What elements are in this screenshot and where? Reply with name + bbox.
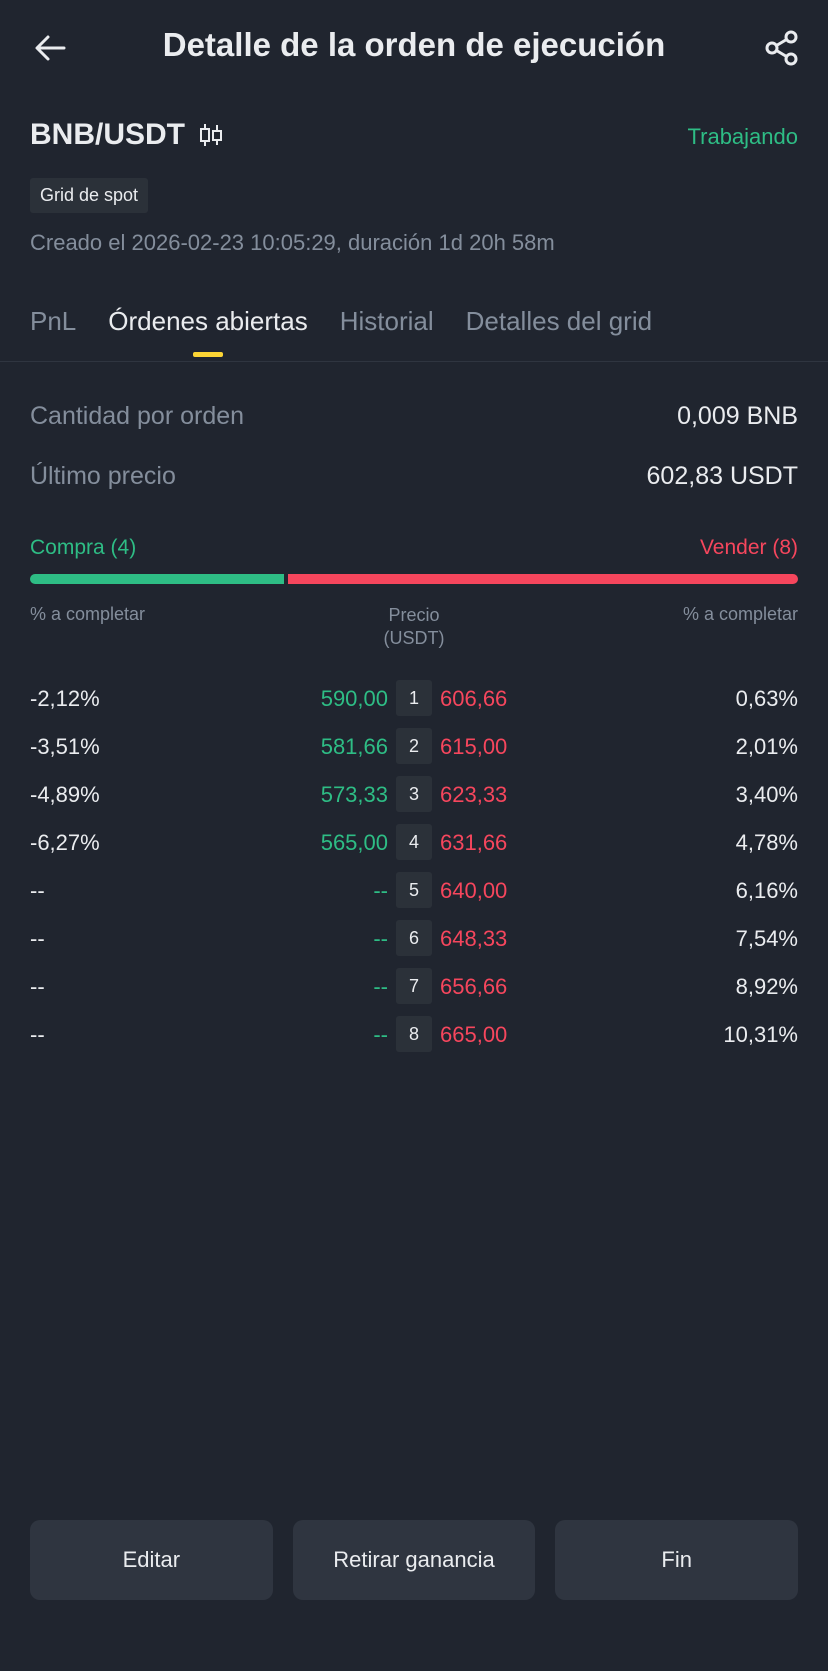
pair-row: BNB/USDT Trabajando <box>30 118 798 158</box>
sell-pct-cell: 3,40% <box>735 782 798 807</box>
buy-sell-labels: Compra (4) Vender (8) <box>30 536 798 566</box>
buy-pct-cell: -- <box>30 974 45 999</box>
buy-pct-cell: -4,89% <box>30 782 100 807</box>
grid-row: -- -- 7 656,66 8,92% <box>30 966 798 1014</box>
buy-pct-cell: -- <box>30 878 45 903</box>
buy-ratio-segment <box>30 574 284 584</box>
back-button[interactable] <box>30 28 70 68</box>
tab-pnl[interactable]: PnL <box>30 306 77 336</box>
sell-price-cell: 615,00 <box>440 734 508 759</box>
share-icon <box>765 30 798 66</box>
sell-pct-cell: 8,92% <box>735 974 798 999</box>
grid-index-cell: 6 <box>396 920 432 956</box>
buy-pct-cell: -- <box>30 1022 45 1047</box>
last-price-label: Último precio <box>30 462 176 490</box>
created-info: Creado el 2026-02-23 10:05:29, duración … <box>30 230 555 255</box>
status-badge: Trabajando <box>687 124 798 149</box>
sell-price-cell: 623,33 <box>440 782 508 807</box>
sell-pct-cell: 6,16% <box>735 878 798 903</box>
grid-index-cell: 4 <box>396 824 432 860</box>
buy-pct-cell: -- <box>30 926 45 951</box>
buy-price-cell: 565,00 <box>320 830 388 855</box>
qty-per-order-label: Cantidad por orden <box>30 402 245 430</box>
share-button[interactable] <box>762 28 802 68</box>
buy-pct-header: % a completar <box>30 604 146 624</box>
qty-per-order-value: 0,009 BNB <box>677 402 798 430</box>
buy-price-cell: 590,00 <box>320 686 388 711</box>
qty-per-order-row: Cantidad por orden 0,009 BNB <box>30 402 798 436</box>
sell-price-cell: 656,66 <box>440 974 508 999</box>
grid-index-cell: 8 <box>396 1016 432 1052</box>
sell-pct-cell: 7,54% <box>735 926 798 951</box>
tab-divider <box>0 361 828 362</box>
sell-pct-cell: 0,63% <box>735 686 798 711</box>
tab-open-orders[interactable]: Órdenes abiertas <box>108 306 308 336</box>
strategy-badge: Grid de spot <box>30 178 149 213</box>
grid-index-cell: 7 <box>396 968 432 1004</box>
price-header-line1: Precio <box>388 605 440 625</box>
tab-bar: PnL Órdenes abiertas Historial Detalles … <box>30 306 652 337</box>
grid-order-list: -2,12% 590,00 1 606,66 0,63% -3,51% 581,66 2 615… <box>30 678 798 1062</box>
sell-pct-cell: 10,31% <box>723 1022 798 1047</box>
grid-row: -- -- 8 665,00 10,31% <box>30 1014 798 1062</box>
grid-index-cell: 5 <box>396 872 432 908</box>
buy-price-cell: -- <box>373 926 388 951</box>
sell-price-cell: 606,66 <box>440 686 508 711</box>
sell-price-cell: 640,00 <box>440 878 508 903</box>
buy-price-cell: 573,33 <box>320 782 388 807</box>
grid-row: -- -- 6 648,33 7,54% <box>30 918 798 966</box>
buy-price-cell: -- <box>373 878 388 903</box>
sell-price-cell: 665,00 <box>440 1022 508 1047</box>
grid-index-cell: 2 <box>396 728 432 764</box>
sell-pct-cell: 2,01% <box>735 734 798 759</box>
edit-button[interactable]: Editar <box>30 1520 273 1600</box>
sell-ratio-segment <box>288 574 798 584</box>
grid-column-headers: % a completar Precio (USDT) % a completa… <box>30 604 798 654</box>
grid-index-cell: 1 <box>396 680 432 716</box>
buy-price-cell: -- <box>373 1022 388 1047</box>
grid-row: -4,89% 573,33 3 623,33 3,40% <box>30 774 798 822</box>
buy-price-cell: 581,66 <box>320 734 388 759</box>
sell-pct-cell: 4,78% <box>735 830 798 855</box>
candlestick-icon[interactable] <box>197 121 225 149</box>
pair-name: BNB/USDT <box>30 118 185 151</box>
buy-count-label: Compra (4) <box>30 536 137 559</box>
buy-pct-cell: -2,12% <box>30 686 100 711</box>
buy-price-cell: -- <box>373 974 388 999</box>
grid-row: -- -- 5 640,00 6,16% <box>30 870 798 918</box>
price-header-line2: (USDT) <box>383 628 445 648</box>
end-button[interactable]: Fin <box>555 1520 799 1600</box>
pair-title: BNB/USDT <box>30 118 225 152</box>
last-price-value: 602,83 USDT <box>646 462 798 490</box>
sell-count-label: Vender (8) <box>699 536 798 559</box>
grid-row: -2,12% 590,00 1 606,66 0,63% <box>30 678 798 726</box>
page-title: Detalle de la orden de ejecución <box>162 26 666 63</box>
withdraw-profit-button[interactable]: Retirar ganancia <box>292 1520 536 1600</box>
sell-pct-header: % a completar <box>682 604 798 624</box>
grid-row: -3,51% 581,66 2 615,00 2,01% <box>30 726 798 774</box>
sell-price-cell: 648,33 <box>440 926 508 951</box>
last-price-row: Último precio 602,83 USDT <box>30 462 798 496</box>
tab-grid-details[interactable]: Detalles del grid <box>465 306 653 336</box>
buy-pct-cell: -3,51% <box>30 734 100 759</box>
tab-history[interactable]: Historial <box>339 306 434 336</box>
arrow-left-icon <box>35 35 66 61</box>
price-header: Precio (USDT) <box>384 604 445 650</box>
header: Detalle de la orden de ejecución <box>0 0 828 96</box>
grid-index-cell: 3 <box>396 776 432 812</box>
sell-price-cell: 631,66 <box>440 830 508 855</box>
buy-pct-cell: -6,27% <box>30 830 100 855</box>
buy-sell-ratio-bar <box>30 574 798 584</box>
grid-row: -6,27% 565,00 4 631,66 4,78% <box>30 822 798 870</box>
footer-actions: Editar Retirar ganancia Fin <box>30 1520 799 1600</box>
